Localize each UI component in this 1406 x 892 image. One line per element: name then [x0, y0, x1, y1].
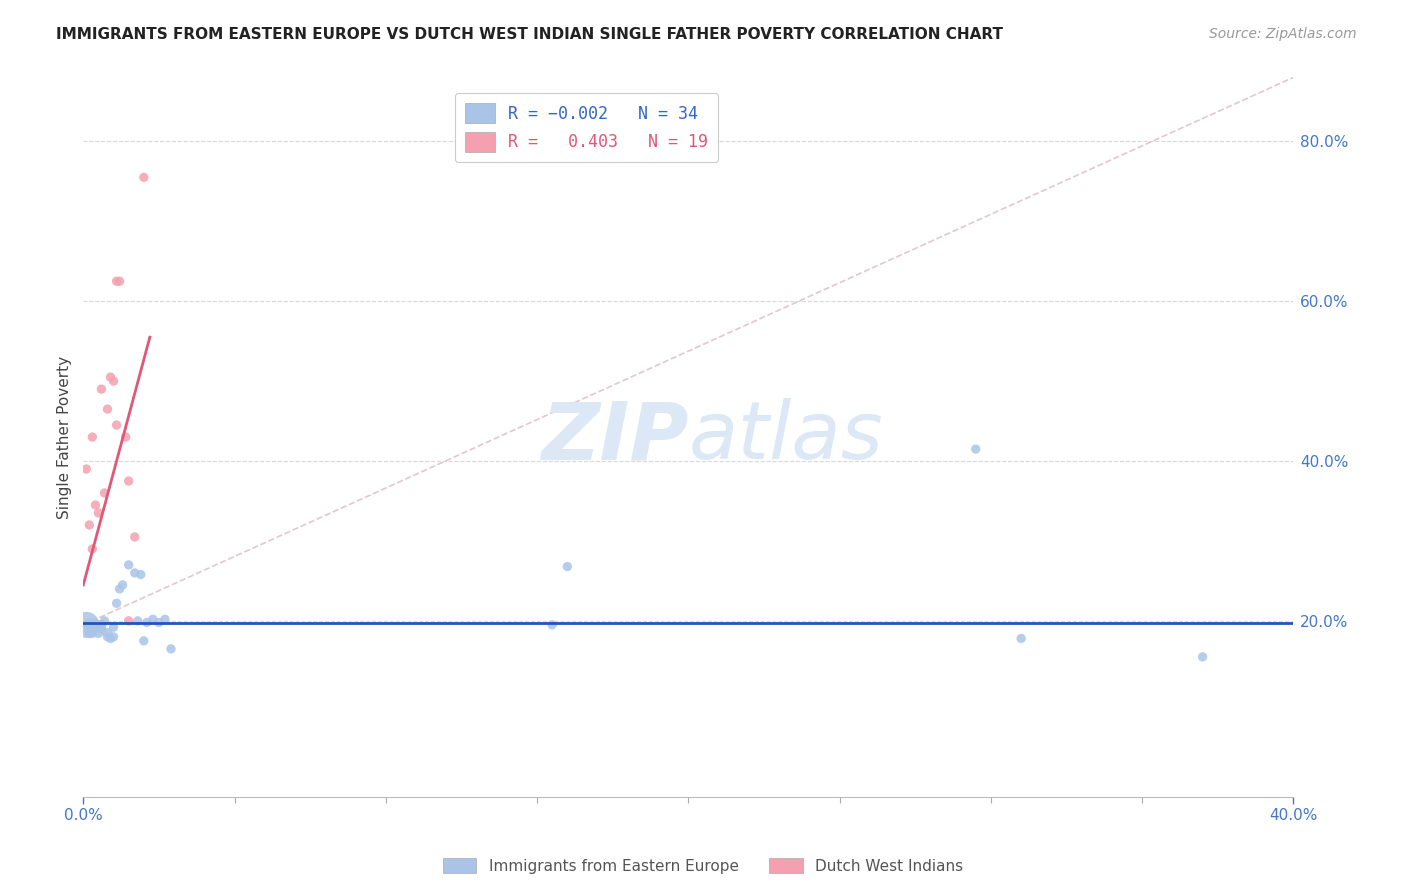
Point — [96, 630, 118, 644]
Point — [103, 374, 125, 388]
Point — [148, 615, 170, 630]
Point — [1191, 649, 1213, 664]
Point — [108, 274, 131, 288]
Point — [118, 614, 141, 628]
Point — [100, 632, 122, 646]
Point — [105, 418, 128, 433]
Point — [96, 625, 118, 640]
Point — [132, 633, 155, 648]
Point — [114, 430, 136, 444]
Point — [129, 567, 152, 582]
Point — [103, 630, 125, 644]
Point — [90, 618, 112, 632]
Point — [135, 615, 157, 630]
Point — [118, 474, 141, 488]
Point — [87, 506, 110, 520]
Point — [93, 614, 115, 628]
Point — [132, 170, 155, 185]
Text: Source: ZipAtlas.com: Source: ZipAtlas.com — [1209, 27, 1357, 41]
Point — [105, 274, 128, 288]
Point — [82, 430, 104, 444]
Text: IMMIGRANTS FROM EASTERN EUROPE VS DUTCH WEST INDIAN SINGLE FATHER POVERTY CORREL: IMMIGRANTS FROM EASTERN EUROPE VS DUTCH … — [56, 27, 1004, 42]
Point — [90, 382, 112, 396]
Point — [93, 486, 115, 500]
Point — [79, 625, 101, 640]
Point — [75, 462, 97, 476]
Point — [127, 614, 149, 628]
Point — [965, 442, 987, 456]
Point — [142, 612, 165, 626]
Point — [1010, 632, 1032, 646]
Point — [87, 625, 110, 640]
Point — [111, 578, 134, 592]
Point — [541, 618, 564, 632]
Point — [84, 618, 107, 632]
Point — [557, 559, 579, 574]
Point — [100, 370, 122, 384]
Point — [96, 402, 118, 417]
Point — [108, 582, 131, 596]
Point — [84, 498, 107, 512]
Point — [153, 612, 176, 626]
Point — [105, 596, 128, 610]
Point — [118, 558, 141, 572]
Point — [90, 622, 112, 636]
Point — [75, 618, 97, 632]
Point — [82, 625, 104, 640]
Point — [79, 518, 101, 533]
Legend: R = −0.002   N = 34, R =   0.403   N = 19: R = −0.002 N = 34, R = 0.403 N = 19 — [454, 93, 718, 162]
Point — [103, 620, 125, 634]
Text: atlas: atlas — [689, 398, 883, 476]
Point — [82, 618, 104, 632]
Legend: Immigrants from Eastern Europe, Dutch West Indians: Immigrants from Eastern Europe, Dutch We… — [437, 852, 969, 880]
Point — [124, 566, 146, 580]
Text: ZIP: ZIP — [541, 398, 689, 476]
Point — [160, 641, 183, 656]
Point — [82, 541, 104, 556]
Point — [124, 530, 146, 544]
Point — [87, 618, 110, 632]
Point — [79, 618, 101, 632]
Y-axis label: Single Father Poverty: Single Father Poverty — [58, 356, 72, 518]
